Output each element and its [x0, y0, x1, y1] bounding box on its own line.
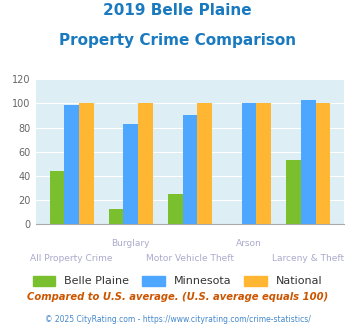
Bar: [50, 171, 64, 224]
Text: Property Crime Comparison: Property Crime Comparison: [59, 33, 296, 48]
Text: 2019 Belle Plaine: 2019 Belle Plaine: [103, 3, 252, 18]
Text: Motor Vehicle Theft: Motor Vehicle Theft: [146, 254, 234, 263]
Text: Compared to U.S. average. (U.S. average equals 100): Compared to U.S. average. (U.S. average …: [27, 292, 328, 302]
Text: Burglary: Burglary: [111, 239, 150, 248]
Bar: [197, 103, 212, 224]
Bar: [256, 103, 271, 224]
Legend: Belle Plaine, Minnesota, National: Belle Plaine, Minnesota, National: [28, 271, 327, 291]
Bar: [168, 194, 182, 224]
Text: All Property Crime: All Property Crime: [31, 254, 113, 263]
Bar: [138, 103, 153, 224]
Text: Arson: Arson: [236, 239, 262, 248]
Bar: [182, 115, 197, 224]
Bar: [124, 124, 138, 224]
Bar: [301, 100, 316, 224]
Text: Larceny & Theft: Larceny & Theft: [272, 254, 344, 263]
Text: © 2025 CityRating.com - https://www.cityrating.com/crime-statistics/: © 2025 CityRating.com - https://www.city…: [45, 315, 310, 324]
Bar: [316, 103, 330, 224]
Bar: [64, 105, 79, 224]
Bar: [286, 160, 301, 224]
Bar: [79, 103, 94, 224]
Bar: [242, 103, 256, 224]
Bar: [109, 209, 124, 224]
